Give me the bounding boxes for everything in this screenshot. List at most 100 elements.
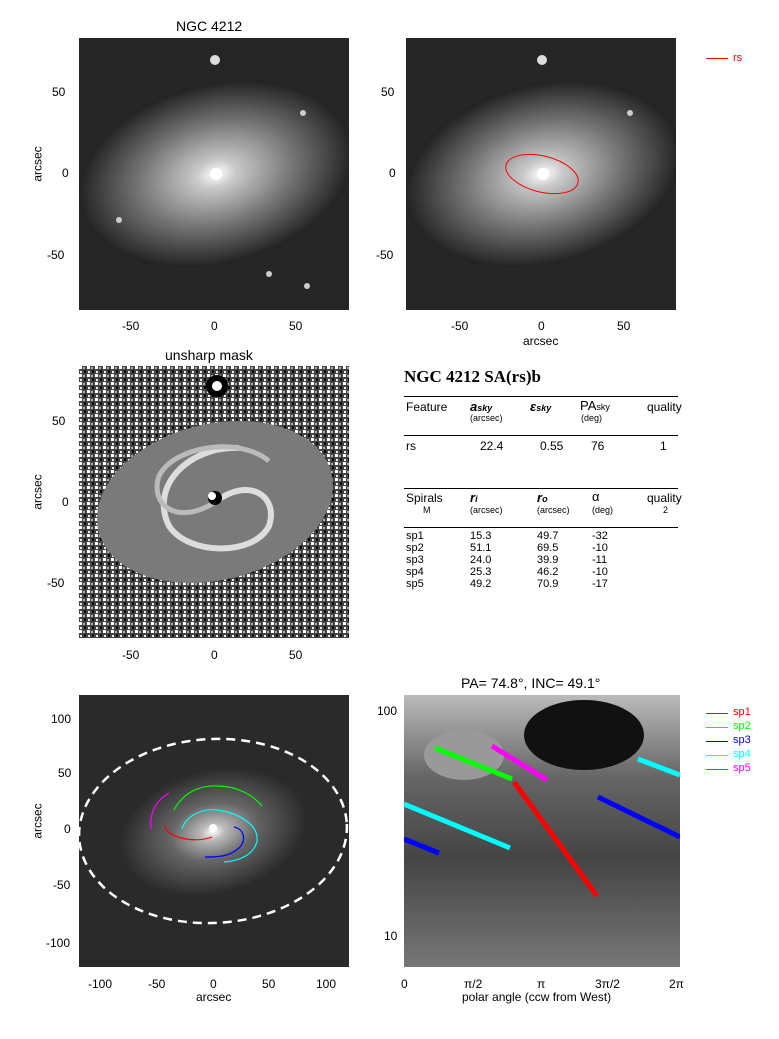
- feature-row-quality: 1: [660, 439, 667, 453]
- legend-label-sp2: sp2: [733, 720, 751, 732]
- polar-sp3b: [596, 794, 680, 840]
- panel3-title: unsharp mask: [165, 347, 253, 363]
- panel2-ytick: -50: [376, 248, 394, 262]
- panel5-ytick: -100: [46, 936, 71, 950]
- legend-line-sp4: [706, 755, 728, 756]
- header-quality: quality: [647, 400, 682, 414]
- header-ri-symbol: r: [470, 490, 476, 505]
- spiral-row-alpha: -11: [592, 554, 608, 566]
- panel3-xtick: 0: [211, 648, 218, 662]
- legend-line-sp5: [706, 769, 728, 770]
- header-eps-symbol: ε: [530, 399, 537, 414]
- spiral-row-ri: 51.1: [470, 542, 492, 554]
- unsharp-mask-panel: [79, 366, 349, 638]
- table-title: NGC 4212 SA(rs)b: [404, 367, 541, 386]
- spiral-row-alpha: -10: [592, 542, 608, 554]
- panel1-xtick: 0: [211, 319, 218, 333]
- panel5-xtick: 100: [316, 977, 337, 991]
- header-alpha: α: [592, 489, 600, 504]
- panel6-xtick: 2π: [669, 977, 684, 991]
- ring-fit-image: [406, 38, 676, 310]
- header-feature: Feature: [406, 400, 448, 414]
- spiral-row-name: sp5: [406, 578, 424, 590]
- spiral-row-ro: 39.9: [537, 554, 559, 566]
- galaxy-image-panel: [79, 38, 349, 310]
- panel2-xtick: -50: [451, 319, 469, 333]
- legend-label-sp3: sp3: [733, 734, 751, 746]
- header-ro-sub: o: [542, 494, 548, 504]
- panel5-xtick: -50: [148, 977, 166, 991]
- spiral-row-ro: 70.9: [537, 578, 559, 590]
- panel3-ytick: -50: [47, 576, 65, 590]
- panel6-title: PA= 74.8°, INC= 49.1°: [461, 675, 601, 691]
- panel6-ytick: 10: [384, 929, 398, 943]
- panel6-ytick: 100: [377, 704, 398, 718]
- panel1-xtick: -50: [122, 319, 140, 333]
- panel2-ytick: 50: [381, 85, 395, 99]
- panel3-ytick: 50: [52, 414, 66, 428]
- spiral-row-name: sp1: [406, 530, 424, 542]
- panel1-ytick: 50: [52, 85, 66, 99]
- panel6-xlabel: polar angle (ccw from West): [462, 990, 612, 1004]
- spiral-row-ro: 46.2: [537, 566, 559, 578]
- panel6-xtick: π/2: [464, 977, 483, 991]
- table-rule: [404, 527, 678, 528]
- panel3-xtick: 50: [289, 648, 303, 662]
- spiral-row-alpha: -17: [592, 578, 608, 590]
- header-ri-sub: i: [475, 494, 478, 504]
- header-quality-value: 2: [663, 505, 669, 515]
- spiral-row-name: sp2: [406, 542, 424, 554]
- spiral-sp4: [181, 809, 258, 863]
- header-a: asky: [470, 400, 492, 413]
- legend-label-sp5: sp5: [733, 762, 751, 774]
- spiral-row-ri: 24.0: [470, 554, 492, 566]
- spiral-sp5: [150, 792, 170, 830]
- panel5-ytick: -50: [53, 878, 71, 892]
- header-pa-symbol: PA: [580, 398, 597, 413]
- disk-ellipse: [79, 737, 349, 925]
- unsharp-mask-image: [79, 366, 349, 638]
- legend-line-sp1: [706, 713, 728, 714]
- header-ro: ro: [537, 491, 548, 504]
- panel2-xtick: 0: [538, 319, 545, 333]
- header-a-sub: sky: [477, 403, 493, 413]
- panel5-ytick: 50: [58, 766, 72, 780]
- header-ro-symbol: r: [537, 490, 543, 505]
- panel6-xtick: 0: [401, 977, 408, 991]
- polar-sp2: [434, 745, 513, 782]
- spiral-row-ri: 25.3: [470, 566, 492, 578]
- header-eps: εsky: [530, 400, 551, 413]
- panel3-xtick: -50: [122, 648, 140, 662]
- panel2-xlabel: arcsec: [523, 334, 559, 348]
- spiral-row-ro: 49.7: [537, 530, 559, 542]
- spiral-sp3: [204, 826, 245, 858]
- ring-fit-panel: [406, 38, 676, 310]
- legend-label-sp4: sp4: [733, 748, 751, 760]
- legend-line-sp3: [706, 741, 728, 742]
- polar-sp3a: [404, 836, 440, 856]
- panel1-ytick: 0: [62, 166, 69, 180]
- header-a-unit: (arcsec): [470, 413, 503, 423]
- feature-row-pa: 76: [591, 439, 605, 453]
- header-pa-unit: (deg): [581, 413, 603, 423]
- panel2-xtick: 50: [617, 319, 631, 333]
- spiral-row-ri: 49.2: [470, 578, 492, 590]
- header-m: M: [423, 505, 431, 515]
- legend-rs-line: [706, 58, 728, 59]
- polar-sp5: [490, 743, 549, 783]
- spiral-overlay-panel: [79, 695, 349, 967]
- spiral-sp2: [173, 785, 263, 811]
- spiral-overlay-image: [79, 695, 349, 967]
- panel5-xlabel: arcsec: [196, 990, 232, 1004]
- header-alpha-unit: (deg): [592, 505, 614, 515]
- spiral-sp1: [164, 824, 213, 841]
- feature-row-name: rs: [406, 439, 416, 453]
- panel5-xtick: 0: [210, 977, 217, 991]
- header-pa: PAsky: [580, 399, 610, 412]
- panel5-ytick: 0: [64, 822, 71, 836]
- panel6-xtick: π: [537, 977, 546, 991]
- header-eps-sub: sky: [536, 403, 552, 413]
- polar-plot-panel: [404, 695, 680, 967]
- header-ri-unit: (arcsec): [470, 505, 503, 515]
- panel5-xtick: -100: [88, 977, 113, 991]
